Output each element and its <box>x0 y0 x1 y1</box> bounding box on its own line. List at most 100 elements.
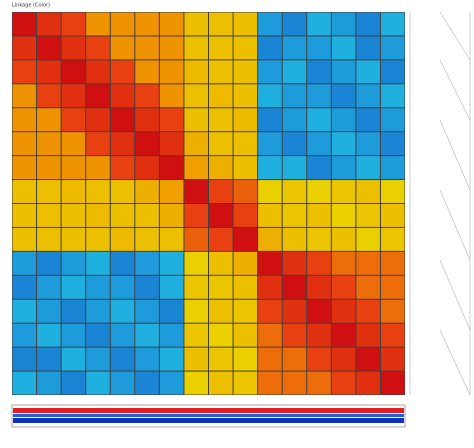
heatmap-cell <box>282 323 307 347</box>
heatmap-cell <box>61 251 86 275</box>
heatmap-cell <box>258 204 282 227</box>
heatmap-cell <box>380 132 405 156</box>
heatmap-cell <box>61 227 86 251</box>
heatmap-cell <box>110 251 135 275</box>
heatmap-cell <box>233 347 258 371</box>
heatmap-cell <box>61 275 86 299</box>
heatmap-cell <box>37 227 61 251</box>
heatmap-cell <box>184 227 208 251</box>
heatmap-cell <box>331 36 356 60</box>
heatmap-cell <box>307 204 331 227</box>
track <box>11 404 406 428</box>
heatmap-cell <box>184 323 208 347</box>
heatmap-cell <box>110 84 135 108</box>
heatmap-cell <box>258 108 282 132</box>
heatmap-cell <box>184 156 208 180</box>
heatmap-cell <box>233 323 258 347</box>
heatmap-cell <box>135 323 159 347</box>
heatmap-cell <box>233 180 258 203</box>
heatmap-cell <box>356 132 380 156</box>
heatmap-cell <box>209 60 233 84</box>
heatmap-cell <box>135 60 159 84</box>
heatmap-cell <box>331 251 356 275</box>
side-labels <box>409 11 471 396</box>
heatmap-cell <box>110 227 135 251</box>
heatmap-cell <box>37 60 61 84</box>
heatmap-cell <box>209 204 233 227</box>
heatmap-cell <box>209 132 233 156</box>
heatmap-cell <box>12 371 37 395</box>
heatmap-cell <box>135 204 159 227</box>
heatmap-cell <box>12 36 37 60</box>
heatmap-cell <box>258 60 282 84</box>
heatmap-cell <box>307 251 331 275</box>
heatmap-cell <box>258 12 282 36</box>
heatmap-cell <box>331 12 356 36</box>
heatmap-cell <box>184 180 208 203</box>
heatmap-cell <box>159 204 184 227</box>
heatmap-cell <box>184 347 208 371</box>
heatmap-cell <box>159 371 184 395</box>
heatmap-cell <box>307 12 331 36</box>
heatmap-cell <box>184 371 208 395</box>
heatmap-cell <box>61 204 86 227</box>
heatmap-cell <box>12 60 37 84</box>
heatmap-cell <box>380 227 405 251</box>
heatmap-cell <box>135 108 159 132</box>
heatmap-cell <box>307 347 331 371</box>
heatmap-cell <box>184 36 208 60</box>
heatmap-cell <box>258 84 282 108</box>
heatmap-cell <box>331 156 356 180</box>
heatmap-cell <box>61 323 86 347</box>
heatmap-cell <box>356 84 380 108</box>
heatmap-cell <box>380 323 405 347</box>
heatmap-cell <box>356 227 380 251</box>
heatmap-cell <box>282 156 307 180</box>
heatmap-cell <box>233 275 258 299</box>
heatmap-cell <box>86 227 110 251</box>
heatmap-cell <box>282 275 307 299</box>
heatmap-cell <box>233 299 258 323</box>
heatmap-cell <box>209 251 233 275</box>
heatmap-cell <box>233 36 258 60</box>
heatmap-cell <box>233 227 258 251</box>
heatmap-cell <box>12 180 37 203</box>
heatmap-cell <box>209 156 233 180</box>
heatmap-cell <box>159 299 184 323</box>
tree-line <box>439 59 471 121</box>
heatmap-cell <box>233 156 258 180</box>
heatmap-cell <box>258 156 282 180</box>
heatmap-cell <box>61 12 86 36</box>
heatmap-cell <box>209 180 233 203</box>
heatmap-cell <box>159 84 184 108</box>
heatmap-cell <box>209 299 233 323</box>
heatmap-cell <box>307 84 331 108</box>
heatmap-cell <box>37 132 61 156</box>
heatmap-cell <box>12 12 37 36</box>
heatmap-cell <box>135 227 159 251</box>
heatmap-cell <box>380 36 405 60</box>
heatmap-cell <box>12 299 37 323</box>
heatmap-cell <box>159 108 184 132</box>
heatmap-cell <box>209 84 233 108</box>
heatmap-cell <box>209 36 233 60</box>
heatmap-cell <box>307 132 331 156</box>
heatmap-cell <box>184 108 208 132</box>
heatmap-cell <box>258 275 282 299</box>
heatmap-cell <box>61 299 86 323</box>
heatmap-cell <box>37 323 61 347</box>
heatmap-cell <box>380 84 405 108</box>
heatmap-cell <box>12 204 37 227</box>
heatmap-cell <box>86 84 110 108</box>
heatmap-cell <box>233 108 258 132</box>
heatmap-cell <box>37 84 61 108</box>
heatmap-cell <box>209 347 233 371</box>
heatmap-cell <box>307 180 331 203</box>
heatmap-cell <box>110 156 135 180</box>
heatmap-cell <box>37 180 61 203</box>
heatmap-cell <box>331 132 356 156</box>
heatmap-cell <box>86 12 110 36</box>
heatmap-cell <box>233 12 258 36</box>
heatmap-cell <box>282 36 307 60</box>
heatmap-cell <box>135 36 159 60</box>
